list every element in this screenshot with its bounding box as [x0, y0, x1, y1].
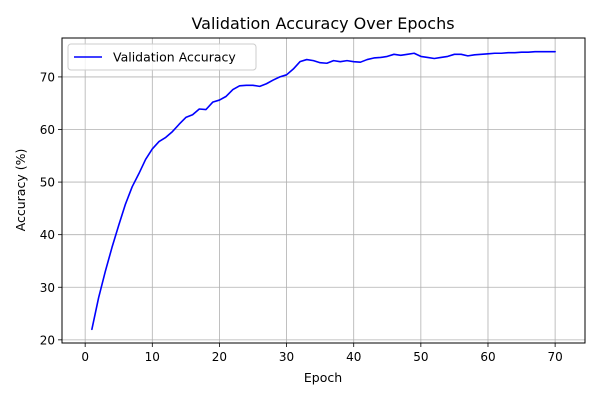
- grid-lines: [62, 38, 585, 343]
- series-layer: [91, 50, 556, 331]
- y-tick-label: 40: [40, 228, 55, 242]
- y-tick-label: 30: [40, 281, 55, 295]
- y-tick-label: 70: [40, 70, 55, 84]
- y-tick-label: 20: [40, 333, 55, 347]
- legend-label-validation-accuracy: Validation Accuracy: [113, 50, 236, 65]
- x-tick-label: 10: [145, 350, 160, 364]
- series-line-validation-accuracy: [91, 50, 556, 331]
- y-axis-ticks: 20 30 40 50 60 70: [40, 70, 62, 347]
- x-tick-label: 20: [212, 350, 227, 364]
- plot-frame: [61, 37, 586, 344]
- x-tick-label: 30: [279, 350, 294, 364]
- plot-area: [62, 38, 585, 343]
- x-axis-label: Epoch: [304, 370, 342, 385]
- y-tick-label: 60: [40, 123, 55, 137]
- x-tick-label: 50: [413, 350, 428, 364]
- chart-title: Validation Accuracy Over Epochs: [191, 14, 454, 33]
- legend-box: [67, 43, 257, 71]
- x-tick-label: 70: [547, 350, 562, 364]
- y-tick-label: 50: [40, 176, 55, 190]
- legend: Validation Accuracy: [67, 43, 257, 71]
- x-tick-label: 40: [346, 350, 361, 364]
- y-axis-label: Accuracy (%): [13, 149, 28, 232]
- x-axis-ticks: 0 10 20 30 40 50 60 70: [81, 343, 563, 364]
- x-tick-label: 60: [480, 350, 495, 364]
- x-tick-label: 0: [81, 350, 89, 364]
